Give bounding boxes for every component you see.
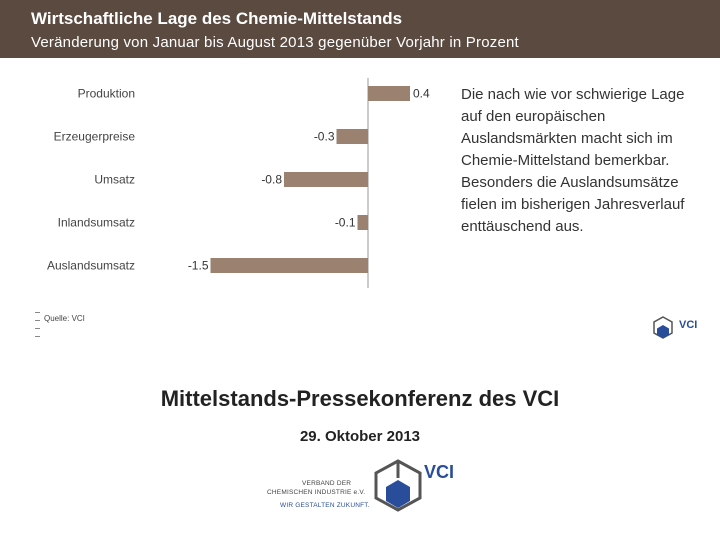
logo-hexagon-icon [374, 459, 422, 512]
conference-date: 29. Oktober 2013 [299, 428, 421, 445]
logo-tagline: WIR GESTALTEN ZUKUNFT. [280, 502, 370, 509]
vci-small-logo: VCI [653, 316, 697, 339]
vci-logo: VCI VERBAND DER CHEMISCHEN INDUSTRIE e.V… [262, 458, 462, 518]
bar [357, 215, 368, 230]
cube-icon [657, 325, 669, 338]
category-label: Auslandsumsatz [47, 259, 135, 273]
header-bar: Wirtschaftliche Lage des Chemie-Mittelst… [0, 0, 720, 58]
source-marks [35, 312, 40, 346]
logo-brand: VCI [424, 462, 454, 482]
category-label: Produktion [78, 87, 135, 101]
value-label: -1.5 [188, 259, 209, 273]
value-label: -0.3 [314, 130, 335, 144]
bar-chart: Produktion 0.4 Erzeugerpreise -0.3 Umsatz -0.… [0, 58, 450, 298]
logo-brand-small: VCI [679, 319, 697, 331]
source-note: Quelle: VCI [44, 314, 85, 323]
logo-org-line1: VERBAND DER [302, 480, 352, 487]
commentary-text: Die nach wie vor schwierige Lage auf den… [461, 86, 685, 235]
category-label: Inlandsumsatz [58, 216, 135, 230]
category-label: Erzeugerpreise [54, 130, 136, 144]
value-label: 0.4 [413, 87, 430, 101]
category-label: Umsatz [94, 173, 135, 187]
logo-cube-icon [386, 480, 410, 508]
vci-logo-mark: VCI [374, 459, 454, 512]
bar [368, 86, 410, 101]
value-label: -0.1 [335, 216, 356, 230]
bar [284, 172, 368, 187]
conference-title: Mittelstands-Pressekonferenz des VCI [160, 386, 560, 411]
chart-canvas: Produktion 0.4 Erzeugerpreise -0.3 Umsatz -0.… [47, 78, 430, 288]
value-label: -0.8 [261, 173, 282, 187]
logo-org-line2: CHEMISCHEN INDUSTRIE e.V. [267, 489, 366, 496]
slide-subtitle: Veränderung von Januar bis August 2013 g… [31, 34, 519, 51]
bar [336, 129, 368, 144]
slide-title: Wirtschaftliche Lage des Chemie-Mittelst… [31, 9, 403, 28]
bar [210, 258, 368, 273]
